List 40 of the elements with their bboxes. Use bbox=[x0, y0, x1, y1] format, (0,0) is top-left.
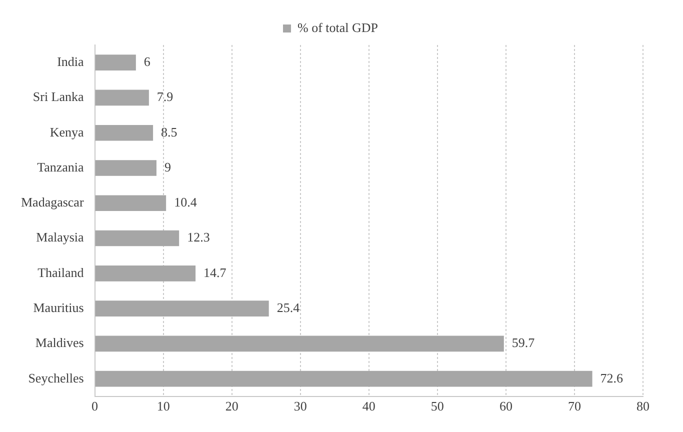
x-tick-label: 80 bbox=[636, 398, 650, 414]
x-tick-label: 60 bbox=[499, 398, 512, 414]
y-tick-label: Tanzania bbox=[37, 159, 84, 174]
y-tick-label: Madagascar bbox=[20, 194, 84, 210]
y-tick-label: Seychelles bbox=[28, 370, 84, 386]
bar bbox=[95, 300, 269, 316]
data-label: 12.3 bbox=[187, 230, 210, 245]
y-tick-label: Kenya bbox=[50, 124, 84, 140]
bar bbox=[95, 266, 196, 282]
x-tick-label: 10 bbox=[156, 398, 170, 414]
y-tick-label: Maldives bbox=[35, 335, 84, 350]
x-tick-label: 20 bbox=[225, 398, 238, 414]
bar bbox=[95, 54, 136, 70]
y-tick-label: Sri Lanka bbox=[32, 89, 84, 104]
data-label: 8.5 bbox=[161, 124, 178, 140]
data-label: 10.4 bbox=[174, 194, 198, 210]
x-tick-label: 70 bbox=[568, 398, 581, 414]
bar bbox=[95, 370, 592, 387]
data-label: 59.7 bbox=[512, 335, 536, 350]
data-label: 72.6 bbox=[600, 370, 624, 386]
data-label: 25.4 bbox=[276, 300, 300, 315]
y-tick-label: Mauritius bbox=[33, 300, 84, 315]
bar bbox=[95, 90, 149, 106]
x-tick-label: 0 bbox=[92, 398, 98, 414]
bar bbox=[95, 336, 504, 352]
y-tick-label: Malaysia bbox=[36, 230, 84, 245]
data-label: 9 bbox=[164, 159, 171, 174]
data-label: 6 bbox=[144, 54, 151, 69]
bar bbox=[95, 160, 156, 176]
x-tick-label: 30 bbox=[294, 398, 307, 414]
bar bbox=[95, 124, 154, 141]
y-tick-label: India bbox=[57, 54, 84, 69]
data-label: 7.9 bbox=[156, 89, 174, 104]
data-label: 14.7 bbox=[204, 264, 227, 280]
bar bbox=[95, 195, 166, 212]
x-tick-label: 40 bbox=[362, 398, 376, 414]
x-tick-label: 50 bbox=[430, 398, 444, 414]
y-tick-label: Thailand bbox=[38, 264, 84, 280]
bar bbox=[95, 230, 180, 246]
legend-label: % of total GDP bbox=[297, 20, 378, 35]
